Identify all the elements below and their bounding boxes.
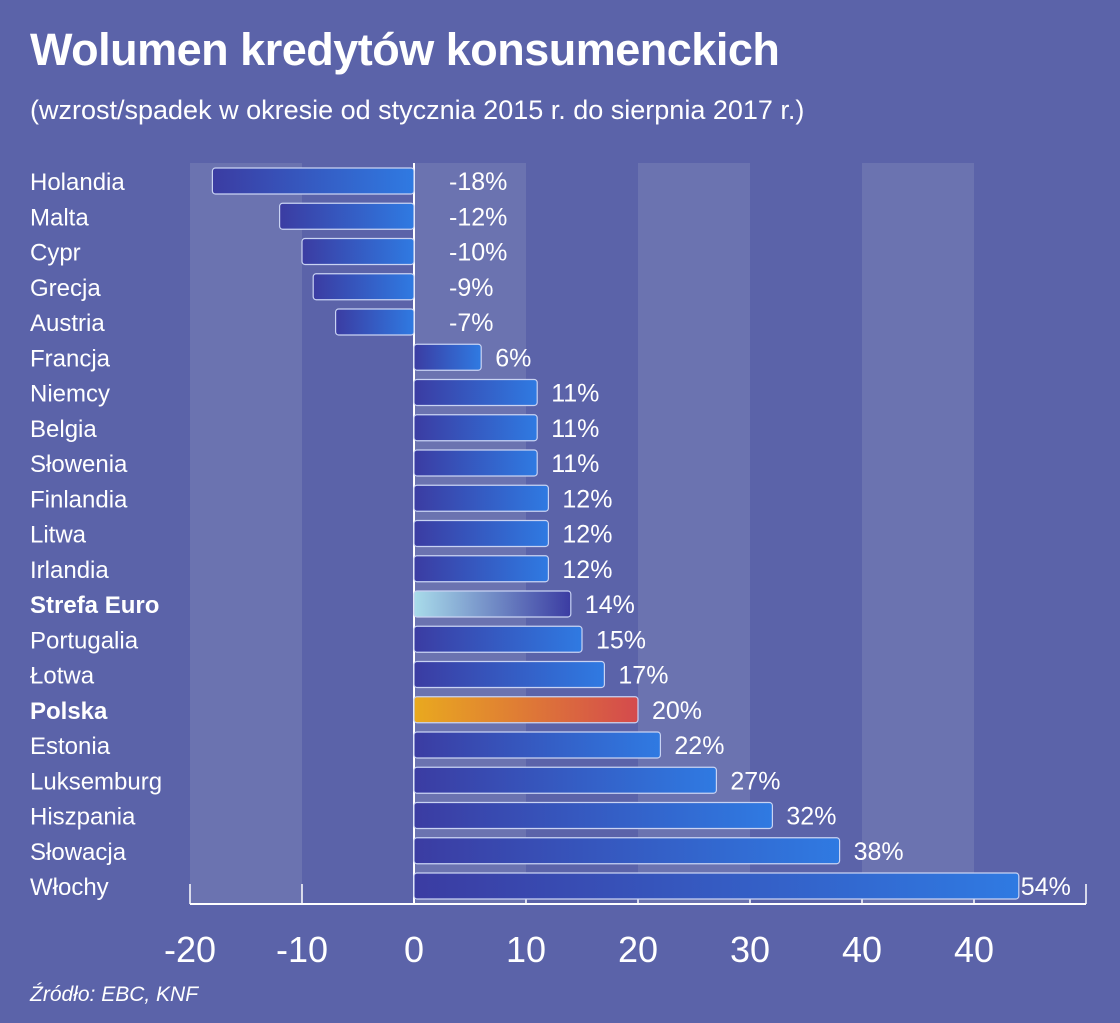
category-label: Malta: [30, 204, 89, 231]
source-note: Źródło: EBC, KNF: [30, 983, 199, 1006]
category-label: Francja: [30, 345, 111, 372]
grid-band: [862, 163, 974, 904]
category-label: Słowenia: [30, 451, 128, 478]
bar: [413, 555, 549, 583]
category-label: Grecja: [30, 275, 101, 302]
bar: [413, 414, 538, 442]
category-label: Strefa Euro: [30, 592, 159, 619]
category-label: Słowacja: [30, 839, 127, 866]
category-label: Holandia: [30, 169, 125, 196]
category-label: Cypr: [30, 240, 81, 267]
category-label: Łotwa: [30, 663, 95, 690]
value-label: 22%: [674, 732, 724, 760]
category-label: Austria: [30, 310, 105, 337]
x-tick-label: 40: [842, 929, 882, 970]
bar: [413, 696, 639, 724]
category-label: Polska: [30, 698, 108, 725]
value-label: 32%: [786, 803, 836, 831]
value-label: 14%: [585, 591, 635, 619]
x-tick-label: -10: [276, 929, 328, 970]
x-tick-label: 30: [730, 929, 770, 970]
chart-title: Wolumen kredytów konsumenckich: [30, 24, 780, 75]
value-label: 11%: [551, 380, 599, 408]
bar: [413, 519, 549, 548]
value-label: 17%: [618, 662, 668, 690]
category-label: Włochy: [30, 874, 109, 901]
bar: [413, 801, 773, 830]
value-label: -9%: [449, 274, 493, 302]
x-tick-label: 0: [404, 929, 424, 970]
bar: [413, 343, 482, 371]
bar: [312, 273, 415, 301]
value-label: 54%: [1021, 873, 1071, 901]
value-label: 11%: [551, 415, 599, 443]
x-tick-label: 40: [954, 929, 994, 970]
bar: [413, 590, 572, 618]
value-label: -18%: [449, 168, 507, 196]
x-tick-label: 10: [506, 929, 546, 970]
category-label: Portugalia: [30, 627, 139, 654]
value-label: 15%: [596, 626, 646, 654]
value-label: 20%: [652, 697, 702, 725]
bar: [279, 202, 415, 230]
x-tick-label: 20: [618, 929, 658, 970]
category-label: Finlandia: [30, 486, 128, 513]
category-label: Litwa: [30, 522, 87, 549]
value-label: 6%: [495, 344, 531, 372]
bar: [301, 237, 415, 266]
bar: [413, 766, 717, 794]
x-tick-label: -20: [164, 929, 216, 970]
bar: [413, 872, 1020, 900]
bar: [413, 837, 841, 865]
bar: [413, 378, 538, 407]
value-label: 12%: [562, 556, 612, 584]
chart-subtitle: (wzrost/spadek w okresie od stycznia 201…: [30, 95, 805, 125]
bar: [413, 625, 583, 653]
value-label: -10%: [449, 239, 507, 267]
value-label: 27%: [730, 767, 780, 795]
category-label: Estonia: [30, 733, 111, 760]
bar: [413, 449, 538, 477]
value-label: -12%: [449, 203, 507, 231]
category-label: Belgia: [30, 416, 97, 443]
value-label: 11%: [551, 450, 599, 478]
value-label: -7%: [449, 309, 493, 337]
grid-band: [190, 163, 302, 904]
bar: [211, 167, 415, 195]
bar: [413, 731, 661, 759]
bar: [335, 308, 415, 336]
category-label: Luksemburg: [30, 768, 162, 795]
category-label: Irlandia: [30, 557, 109, 584]
value-label: 12%: [562, 485, 612, 513]
category-label: Niemcy: [30, 381, 110, 408]
value-label: 12%: [562, 521, 612, 549]
value-label: 38%: [854, 838, 904, 866]
bar: [413, 484, 549, 512]
category-label: Hiszpania: [30, 804, 136, 831]
bar: [413, 660, 605, 689]
